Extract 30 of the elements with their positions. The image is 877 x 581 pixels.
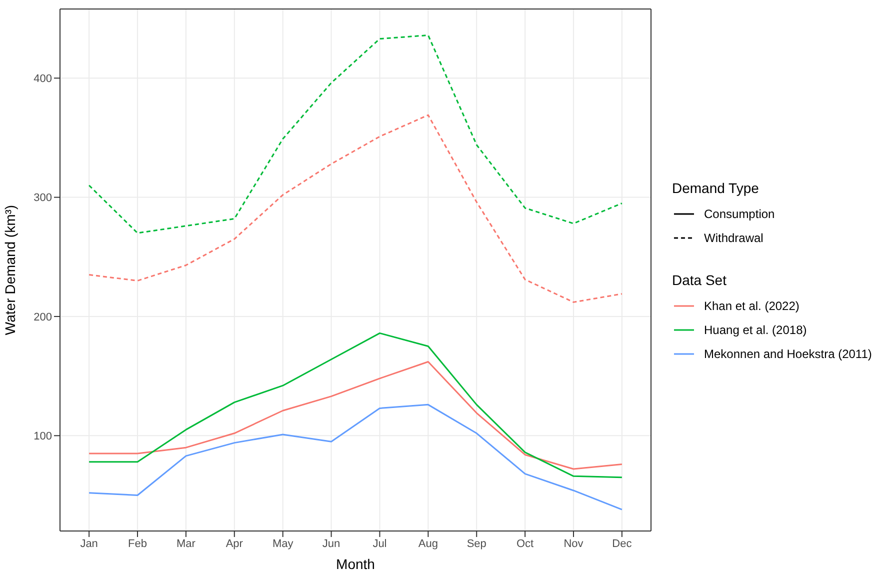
- line-series: [88, 34, 623, 234]
- y-tick-label: 400: [34, 73, 52, 86]
- x-tick-label: May: [272, 538, 294, 550]
- x-tick-label: Feb: [128, 538, 147, 550]
- x-axis-title: Month: [336, 556, 375, 572]
- y-tick-label: 100: [34, 430, 52, 443]
- y-tick-label: 200: [34, 311, 52, 324]
- text: Demand Type: [672, 180, 760, 196]
- x-tick-label: Jul: [372, 538, 387, 550]
- legend-label: Khan et al. (2022): [704, 299, 800, 313]
- x-tick-label: Sep: [466, 538, 486, 550]
- line-series: [88, 332, 623, 478]
- x-tick-label: Mar: [176, 538, 196, 550]
- x-tick-label: Dec: [612, 538, 632, 550]
- legend-title: Data Set: [672, 272, 728, 288]
- x-tick-label: Aug: [418, 538, 438, 550]
- y-axis-title: Water Demand (km³): [2, 204, 18, 336]
- x-tick-label: Apr: [226, 538, 244, 550]
- text: Consumption: [704, 207, 775, 221]
- line-series: [88, 114, 623, 303]
- line-series: [88, 404, 623, 510]
- text: Withdrawal: [704, 231, 764, 245]
- legend-label: Huang et al. (2018): [704, 323, 807, 337]
- x-tick-label: Jun: [322, 538, 340, 550]
- x-tick-label: Oct: [516, 538, 534, 550]
- line-series: [88, 361, 623, 470]
- x-tick-label: Nov: [564, 538, 584, 550]
- legend-label: Mekonnen and Hoekstra (2011): [704, 347, 872, 361]
- y-tick-label: 300: [34, 192, 52, 204]
- x-tick-label: Jan: [80, 538, 98, 550]
